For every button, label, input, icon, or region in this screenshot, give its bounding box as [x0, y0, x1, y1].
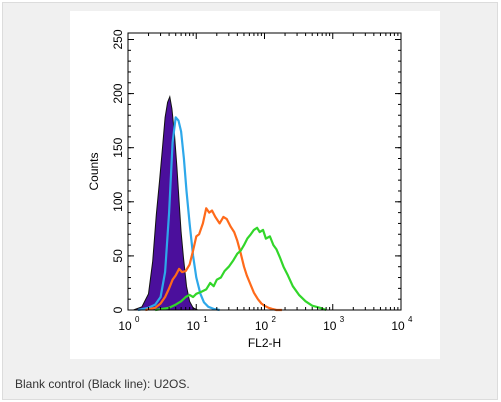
x-tick-exponent: 1 [203, 315, 208, 324]
x-tick-exponent: 2 [272, 315, 277, 324]
x-tick-exponent: 3 [340, 315, 345, 324]
histogram-chart: 10 0 10 1 10 2 10 3 10 4050100150200250FL2-HCount… [87, 29, 413, 350]
y-tick-label: 200 [111, 83, 125, 103]
x-axis-label: FL2-H [248, 336, 281, 350]
y-tick-label: 50 [111, 249, 125, 263]
series-3-line [155, 226, 327, 312]
y-tick-label: 250 [111, 29, 125, 49]
x-tick-label: 10 [187, 319, 201, 333]
series-layer [133, 94, 327, 312]
y-tick-label: 150 [111, 137, 125, 157]
y-axis-label: Counts [87, 152, 101, 190]
caption-bar [3, 365, 497, 399]
x-tick-exponent: 4 [408, 315, 413, 324]
y-tick-label: 0 [111, 306, 125, 313]
series-2-line [145, 207, 282, 312]
y-tick-label: 100 [111, 191, 125, 211]
axes-layer [127, 32, 402, 311]
x-tick-label: 10 [118, 319, 132, 333]
plot-card: 10 0 10 1 10 2 10 3 10 4 0 50 100 150 200 250 FL2-H Count… [70, 11, 440, 359]
series-1-line [137, 116, 220, 312]
x-tick-exponent: 0 [135, 315, 140, 324]
x-tick-label: 10 [255, 319, 269, 333]
x-tick-label: 10 [391, 319, 405, 333]
figure-caption: Blank control (Black line): U2OS. [15, 377, 190, 391]
x-tick-label: 10 [323, 319, 337, 333]
label-layer: 10 0 10 1 10 2 10 3 10 4050100150200250FL2-HCount… [87, 29, 413, 350]
